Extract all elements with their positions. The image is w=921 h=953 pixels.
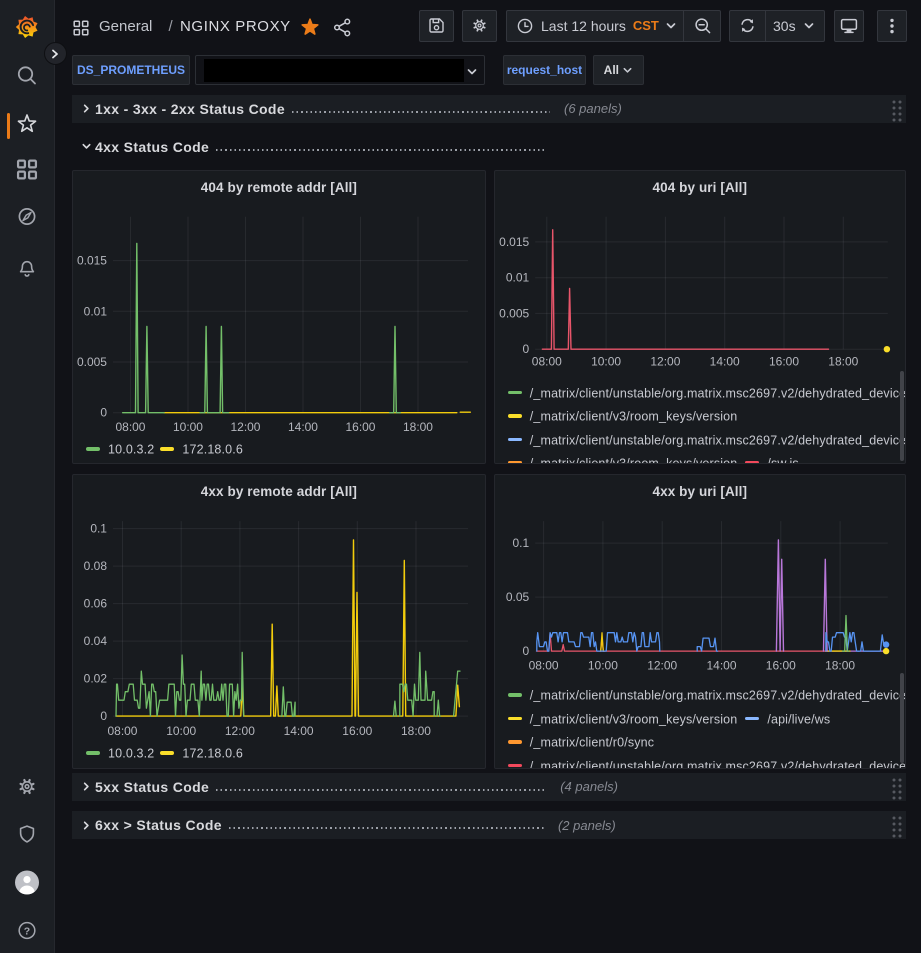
svg-text:08:00: 08:00: [532, 355, 562, 369]
svg-text:0: 0: [100, 709, 107, 723]
svg-text:0.1: 0.1: [512, 536, 529, 550]
svg-text:0.005: 0.005: [499, 307, 529, 321]
svg-text:0: 0: [100, 406, 107, 420]
svg-text:08:00: 08:00: [108, 724, 138, 738]
svg-text:0.02: 0.02: [84, 672, 108, 686]
svg-text:0.015: 0.015: [499, 235, 529, 249]
svg-text:12:00: 12:00: [230, 420, 260, 434]
svg-text:18:00: 18:00: [403, 420, 433, 434]
svg-text:14:00: 14:00: [709, 355, 739, 369]
svg-text:0.06: 0.06: [84, 597, 108, 611]
svg-text:0.04: 0.04: [84, 634, 108, 648]
svg-text:0.05: 0.05: [506, 590, 530, 604]
svg-text:0.005: 0.005: [77, 355, 107, 369]
svg-text:08:00: 08:00: [528, 659, 558, 673]
svg-text:16:00: 16:00: [769, 355, 799, 369]
svg-text:0.1: 0.1: [90, 522, 107, 536]
svg-text:14:00: 14:00: [706, 659, 736, 673]
svg-text:0.01: 0.01: [84, 305, 108, 319]
svg-text:0: 0: [522, 342, 529, 356]
svg-text:10:00: 10:00: [166, 724, 196, 738]
svg-text:0.015: 0.015: [77, 254, 107, 268]
svg-text:10:00: 10:00: [588, 659, 618, 673]
svg-text:12:00: 12:00: [225, 724, 255, 738]
svg-text:16:00: 16:00: [345, 420, 375, 434]
svg-text:18:00: 18:00: [401, 724, 431, 738]
svg-text:08:00: 08:00: [115, 420, 145, 434]
svg-text:18:00: 18:00: [828, 355, 858, 369]
svg-text:0.01: 0.01: [506, 271, 530, 285]
svg-text:10:00: 10:00: [591, 355, 621, 369]
svg-text:18:00: 18:00: [825, 659, 855, 673]
svg-text:0: 0: [522, 644, 529, 658]
svg-text:?: ?: [24, 925, 30, 937]
svg-text:12:00: 12:00: [650, 355, 680, 369]
svg-text:16:00: 16:00: [342, 724, 372, 738]
svg-text:14:00: 14:00: [284, 724, 314, 738]
svg-text:14:00: 14:00: [288, 420, 318, 434]
svg-text:0.08: 0.08: [84, 559, 108, 573]
svg-text:10:00: 10:00: [173, 420, 203, 434]
svg-text:12:00: 12:00: [647, 659, 677, 673]
svg-text:16:00: 16:00: [766, 659, 796, 673]
